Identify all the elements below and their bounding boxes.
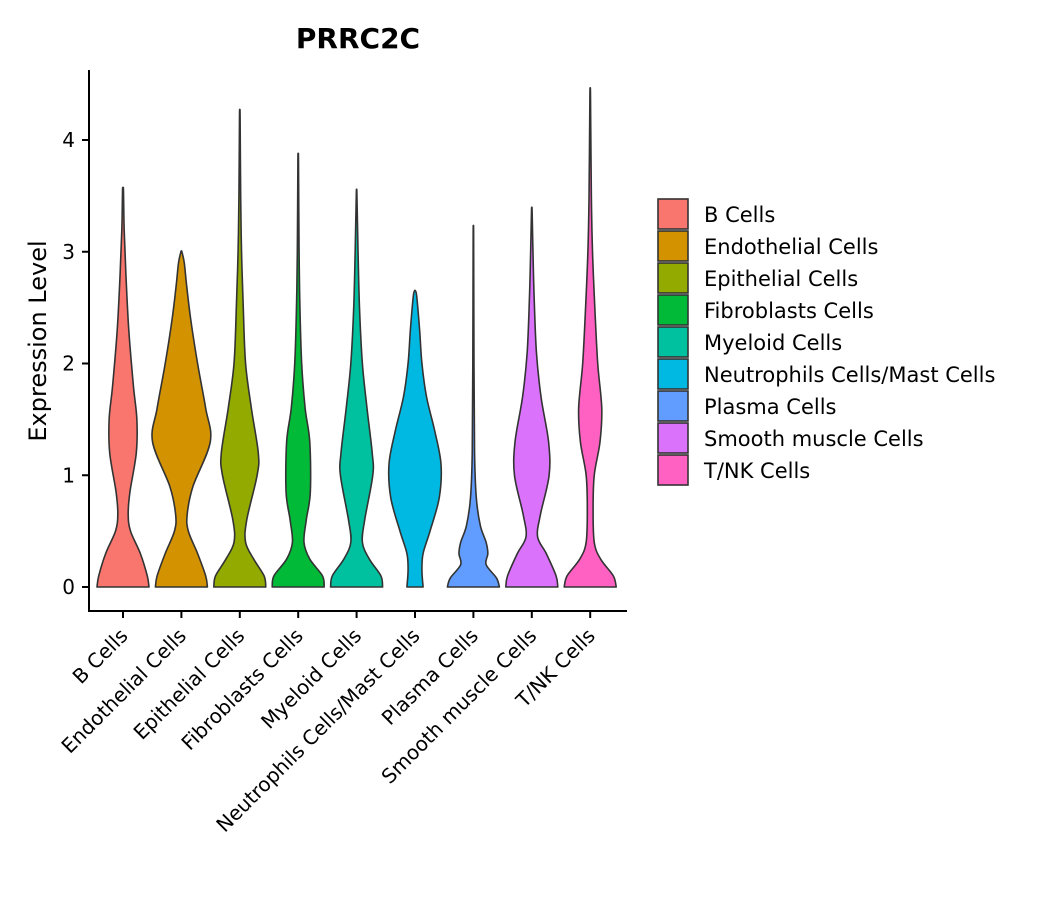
legend-item-b-cells: B Cells: [657, 198, 775, 230]
legend-label: T/NK Cells: [703, 459, 810, 483]
legend: B Cells Endothelial Cells Epithelial Cells…: [657, 198, 995, 486]
legend-label: Myeloid Cells: [704, 331, 842, 355]
x-tick-label: Myeloid Cells: [256, 624, 366, 734]
violin-group: [96, 87, 617, 588]
y-tick-label: 1: [62, 463, 75, 487]
y-tick-label: 4: [62, 128, 75, 152]
legend-item-epithelial-cells: Epithelial Cells: [657, 262, 858, 294]
y-tick-label: 0: [62, 575, 75, 599]
y-axis-label: Expression Level: [24, 240, 52, 441]
legend-item-fibroblasts-cells: Fibroblasts Cells: [657, 294, 874, 326]
legend-swatch: [657, 422, 689, 454]
legend-swatch: [657, 454, 689, 486]
legend-swatch: [657, 198, 689, 230]
legend-item-smooth-muscle-cells: Smooth muscle Cells: [657, 422, 924, 454]
legend-label: Fibroblasts Cells: [704, 299, 874, 323]
legend-swatch: [657, 358, 689, 390]
legend-label: Smooth muscle Cells: [704, 427, 924, 451]
legend-label: Endothelial Cells: [704, 235, 878, 259]
legend-label: Neutrophils Cells/Mast Cells: [704, 363, 995, 387]
legend-label: Epithelial Cells: [704, 267, 858, 291]
legend-swatch: [657, 294, 689, 326]
chart-title: PRRC2C: [296, 22, 420, 55]
violin-myeloid-cells: [329, 188, 384, 588]
y-tick-label: 2: [62, 352, 75, 376]
violin-smooth-muscle-cells: [505, 206, 559, 588]
violin-endothelial-cells: [151, 250, 212, 588]
legend-item-myeloid-cells: Myeloid Cells: [657, 326, 842, 358]
legend-swatch: [657, 326, 689, 358]
violin-epithelial-cells: [213, 108, 267, 588]
y-tick-label: 3: [62, 240, 75, 264]
legend-swatch: [657, 230, 689, 262]
legend-item-t-nk-cells: T/NK Cells: [657, 454, 810, 486]
legend-swatch: [657, 262, 689, 294]
legend-label: Plasma Cells: [704, 395, 837, 419]
violin-b-cells: [96, 186, 150, 588]
legend-item-endothelial-cells: Endothelial Cells: [657, 230, 878, 262]
legend-item-neutrophils-cells-mast-cells: Neutrophils Cells/Mast Cells: [657, 358, 995, 390]
violin-neutrophils-cells-mast-cells: [387, 289, 443, 588]
legend-item-plasma-cells: Plasma Cells: [657, 390, 837, 422]
legend-label: B Cells: [704, 203, 775, 227]
legend-swatch: [657, 390, 689, 422]
violin-fibroblasts-cells: [271, 152, 325, 588]
violin-t-nk-cells: [563, 87, 617, 588]
violin-plasma-cells: [446, 224, 501, 588]
